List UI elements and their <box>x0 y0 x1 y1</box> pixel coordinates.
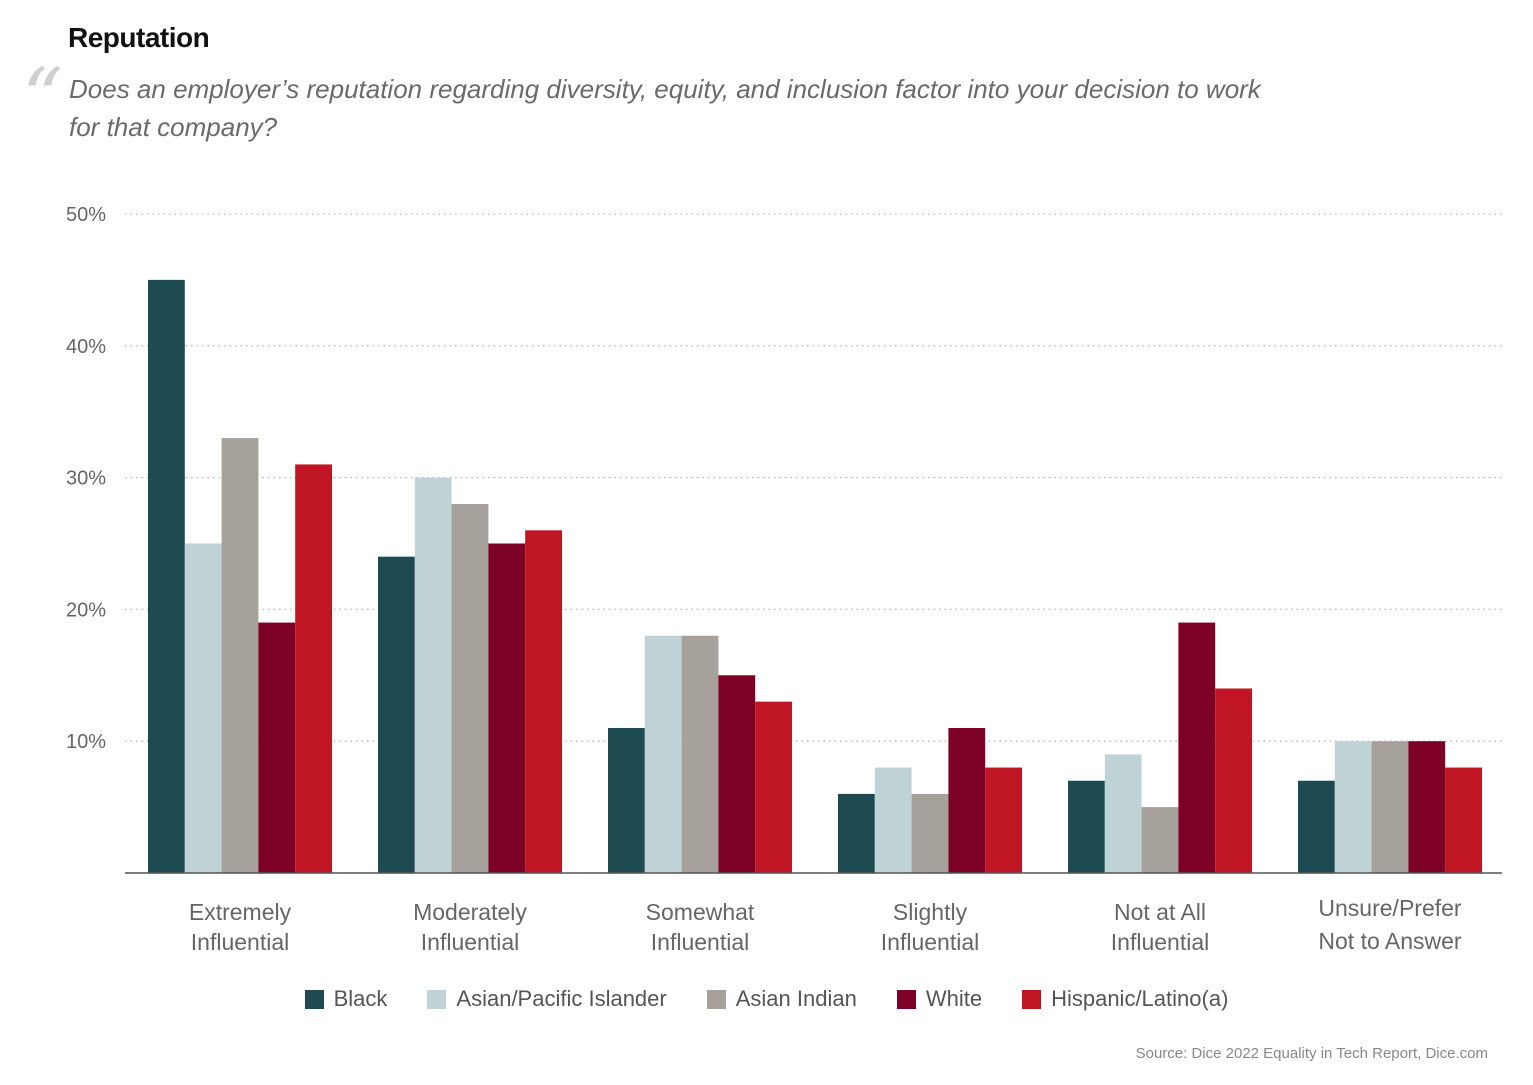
bar-black-4 <box>1068 780 1105 873</box>
chart-legend: Black Asian/Pacific Islander Asian Indian W… <box>0 986 1533 1012</box>
legend-label: Black <box>333 986 388 1011</box>
x-tick-label: Not at All <box>1114 899 1206 925</box>
section-title: Reputation <box>68 22 210 53</box>
bar-hispanic-latino-a--4 <box>1215 688 1252 873</box>
legend-label: White <box>925 986 983 1011</box>
legend-label: Asian/Pacific Islander <box>456 986 667 1011</box>
legend-item: Hispanic/Latino(a) <box>1022 986 1228 1012</box>
legend-swatch <box>706 989 726 1009</box>
legend-item: Asian/Pacific Islander <box>427 986 667 1012</box>
bar-black-2 <box>608 728 645 873</box>
x-tick-label: Influential <box>191 929 289 955</box>
legend-item: Black <box>304 986 388 1012</box>
legend-swatch <box>1022 989 1042 1009</box>
bar-hispanic-latino-a--1 <box>525 530 562 873</box>
y-tick-label: 20% <box>66 599 106 621</box>
bar-asian-pacific-islander-1 <box>414 477 452 873</box>
bar-black-5 <box>1298 780 1335 873</box>
legend-swatch <box>304 989 324 1009</box>
bar-asian-pacific-islander-0 <box>184 543 222 873</box>
bar-asian-indian-2 <box>681 635 719 873</box>
quote-mark-icon: “ <box>22 51 63 144</box>
x-tick-label: Not to Answer <box>1318 928 1462 954</box>
bar-asian-indian-3 <box>911 793 949 873</box>
legend-swatch <box>896 989 916 1009</box>
y-tick-label: 50% <box>66 204 106 226</box>
source-note: Source: Dice 2022 Equality in Tech Repor… <box>1135 1045 1488 1062</box>
legend-label: Hispanic/Latino(a) <box>1051 986 1229 1011</box>
survey-question: Does an employer’s reputation regarding … <box>69 74 1261 142</box>
y-tick-label: 30% <box>66 468 106 490</box>
x-tick-label: Unsure/Prefer <box>1318 895 1462 921</box>
bar-asian-pacific-islander-3 <box>874 767 912 873</box>
x-tick-label: Extremely <box>189 899 292 925</box>
bar-hispanic-latino-a--2 <box>755 701 792 873</box>
bar-black-1 <box>378 556 415 873</box>
bar-white-0 <box>258 622 296 873</box>
bar-asian-indian-5 <box>1371 741 1409 873</box>
bar-black-0 <box>148 279 185 873</box>
x-tick-label: Influential <box>1111 929 1209 955</box>
bar-asian-indian-4 <box>1141 807 1179 873</box>
bar-asian-indian-1 <box>451 503 489 873</box>
x-tick-label: Slightly <box>893 899 968 925</box>
bar-asian-pacific-islander-2 <box>644 635 682 873</box>
y-tick-label: 10% <box>66 731 106 753</box>
bar-asian-pacific-islander-5 <box>1334 741 1372 873</box>
bar-hispanic-latino-a--5 <box>1445 767 1482 873</box>
bar-white-1 <box>488 543 526 873</box>
legend-swatch <box>427 989 447 1009</box>
legend-label: Asian Indian <box>735 986 857 1011</box>
x-tick-label: Influential <box>421 929 519 955</box>
bar-hispanic-latino-a--3 <box>985 767 1022 873</box>
x-tick-label: Influential <box>881 929 979 955</box>
bar-white-3 <box>948 728 986 873</box>
x-tick-label: Somewhat <box>646 899 755 925</box>
legend-item: White <box>896 986 983 1012</box>
bar-white-5 <box>1408 741 1446 873</box>
x-tick-label: Influential <box>651 929 749 955</box>
y-tick-label: 40% <box>66 336 106 358</box>
bar-white-4 <box>1178 622 1216 873</box>
bar-white-2 <box>718 675 756 873</box>
x-tick-label: Moderately <box>413 899 527 925</box>
bar-hispanic-latino-a--0 <box>295 464 332 873</box>
bar-asian-indian-0 <box>221 438 259 873</box>
bar-black-3 <box>838 793 875 873</box>
bar-asian-pacific-islander-4 <box>1104 754 1142 873</box>
legend-item: Asian Indian <box>706 986 857 1012</box>
